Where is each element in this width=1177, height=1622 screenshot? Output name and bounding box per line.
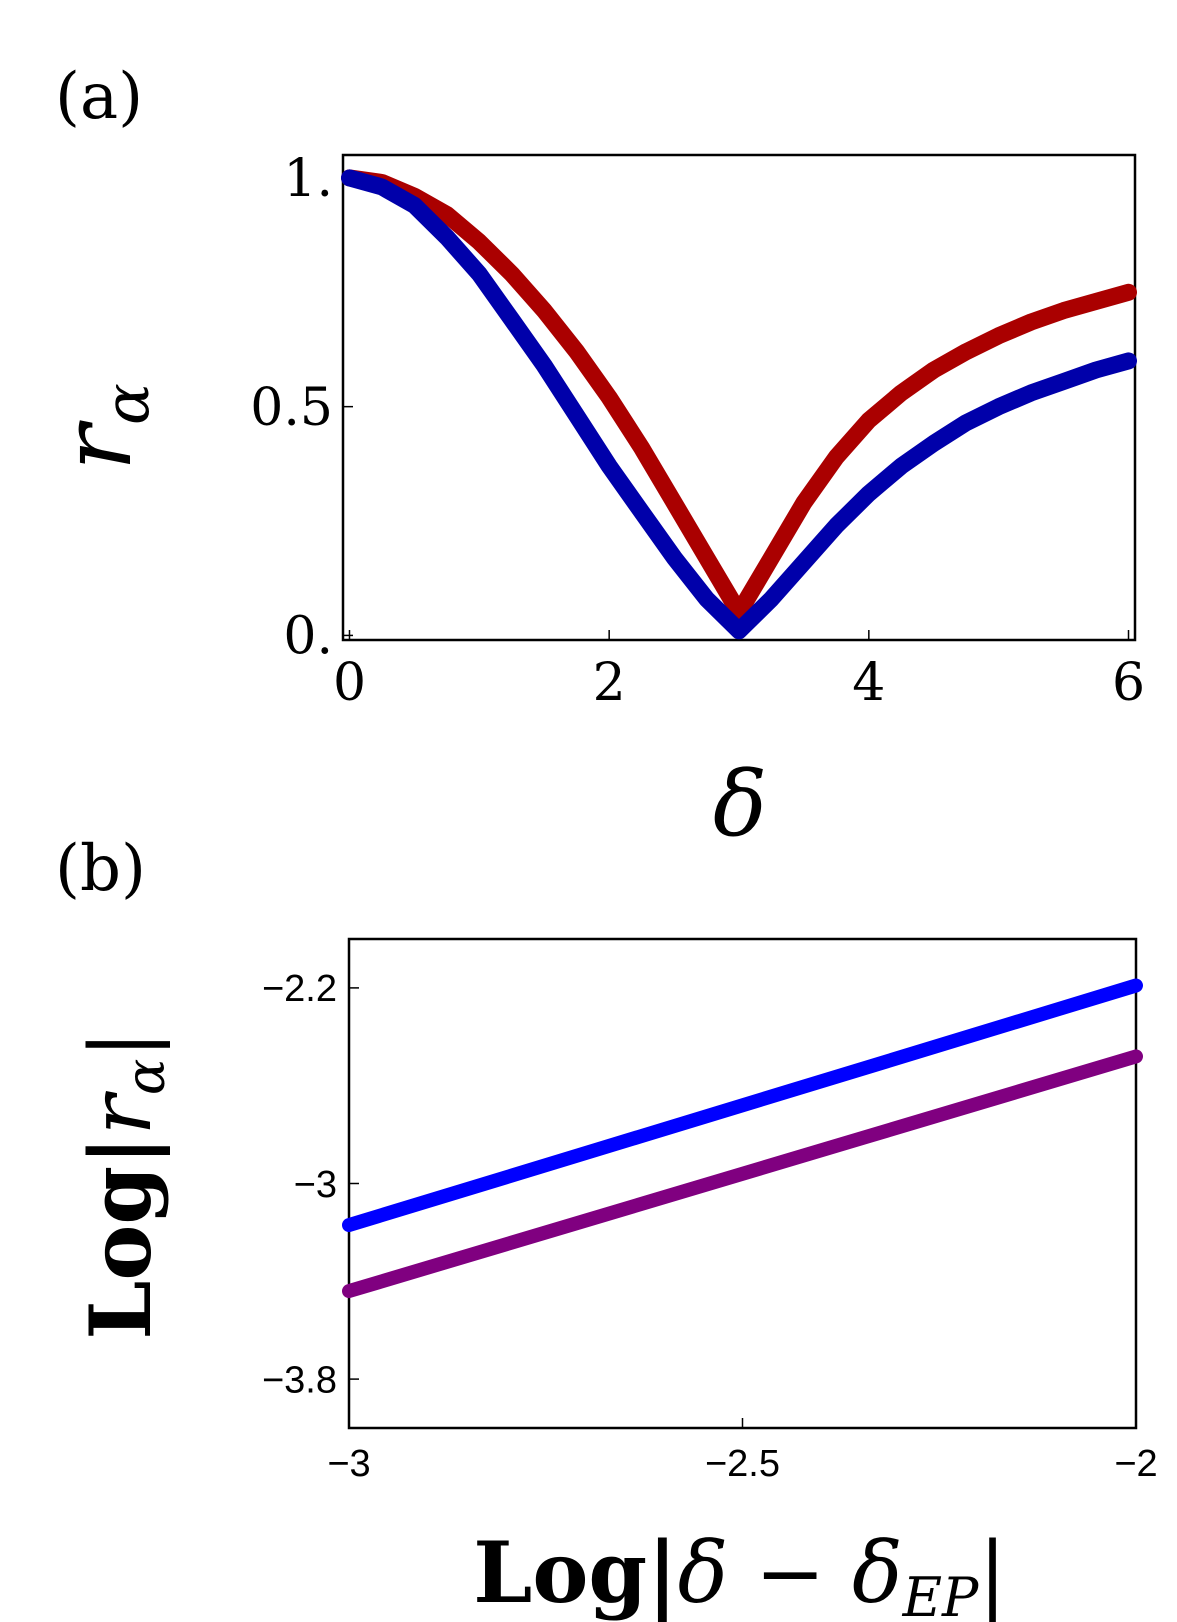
y-tick-label: −3.8	[262, 1359, 337, 1401]
y-tick-label: 0.	[283, 607, 333, 667]
panel-b-ylabel-r: r	[72, 1090, 170, 1135]
y-tick-label: −2.2	[262, 968, 337, 1010]
panel-b: (b) −3 −2.5 −2−2.2−3−3.8 Log|rα| Log|δ − δ…	[55, 832, 1158, 1622]
panel-b-ylabel-bar: |	[72, 1030, 170, 1058]
x-tick-label: 0	[333, 653, 366, 713]
panel-a-ylabel: rα	[41, 383, 163, 471]
panel-b-xlabel-bar: |	[978, 1524, 1006, 1622]
series-line-1	[341, 169, 1137, 621]
panel-a-frame	[341, 153, 1137, 642]
panel-a-label: (a)	[55, 60, 143, 134]
panel-a-ylabel-sub: α	[90, 383, 163, 425]
x-tick-label: −3	[327, 1443, 370, 1485]
x-tick-label: −2	[1114, 1443, 1157, 1485]
y-tick-label: −3	[294, 1164, 337, 1206]
panel-b-xlabel: Log|δ − δEP|	[473, 1523, 1006, 1622]
panel-a-series	[341, 169, 1137, 640]
panel-a-xlabel: δ	[713, 752, 767, 857]
panel-b-ticks: −3 −2.5 −2 −2.2 −3 −3.8	[262, 968, 1158, 1485]
x-tick-label: 4	[852, 653, 885, 713]
panel-b-xlabel-log: Log|	[473, 1523, 677, 1622]
x-tick-label: −2.5	[705, 1443, 780, 1485]
y-tick-label: 0.5	[250, 378, 333, 438]
panel-b-xlabel-delta: δ	[678, 1524, 729, 1622]
y-tick-label: 1.	[283, 149, 333, 209]
panel-b-xlabel-minus: −	[728, 1524, 852, 1622]
panel-a-ticks: 0 2 4 6 0. 0.5 1.	[250, 149, 1145, 713]
series-line-2	[341, 169, 1137, 640]
panel-b-xlabel-sub: EP	[902, 1566, 980, 1622]
panel-b-series	[342, 978, 1143, 1299]
panel-a-ylabel-main: r	[41, 420, 153, 471]
panel-a: (a) 0 2 4 6 0. 0.5 1. rα δ	[41, 60, 1145, 857]
x-tick-label: 6	[1112, 653, 1145, 713]
panel-b-ylabel-log: Log|	[71, 1135, 171, 1339]
panel-b-xlabel-delta2: δ	[852, 1524, 903, 1622]
panel-b-ylabel: Log|rα|	[71, 1030, 177, 1339]
panel-b-label: (b)	[55, 832, 146, 906]
series-line-1	[342, 978, 1143, 1233]
x-tick-label: 2	[593, 653, 626, 713]
panel-b-ylabel-sub: α	[114, 1059, 177, 1095]
series-line-2	[342, 1049, 1143, 1299]
